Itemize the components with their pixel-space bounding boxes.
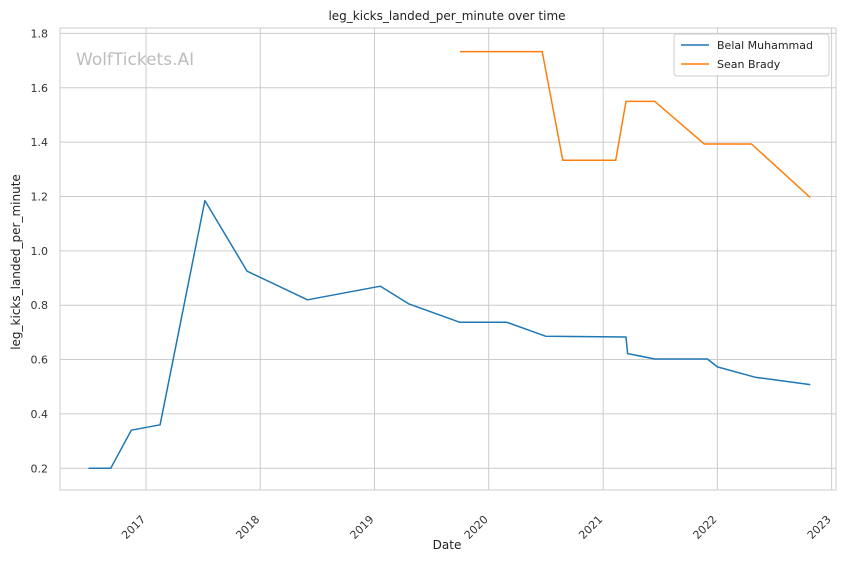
y-axis-title: leg_kicks_landed_per_minute xyxy=(9,174,23,350)
x-tick-label: 2017 xyxy=(119,513,148,542)
y-tick-label: 0.4 xyxy=(31,408,49,421)
y-tick-label: 1.0 xyxy=(31,245,49,258)
plot-frame xyxy=(59,27,837,491)
grid-layer xyxy=(60,28,836,490)
series-line-sean-brady xyxy=(459,50,811,199)
legend-label-belal-muhammad: Belal Muhammad xyxy=(717,39,813,52)
legend-box xyxy=(673,33,830,77)
y-tick-label: 1.6 xyxy=(31,82,49,95)
x-tick-label: 2022 xyxy=(691,513,720,542)
y-tick-label: 1.4 xyxy=(31,136,49,149)
legend: Belal Muhammad Sean Brady xyxy=(673,33,830,77)
x-tick-label: 2023 xyxy=(805,513,834,542)
y-tick-label: 0.2 xyxy=(31,462,49,475)
series-layer xyxy=(88,50,811,470)
tick-layer: 0.2 0.4 0.6 0.8 1.0 1.2 1.4 1.6 1.8 2017 2018 2019 2… xyxy=(31,27,834,541)
y-tick-label: 1.8 xyxy=(31,27,49,40)
watermark: WolfTickets.AI xyxy=(76,50,194,70)
y-tick-label: 0.6 xyxy=(31,354,49,367)
x-tick-label: 2021 xyxy=(576,513,605,542)
y-tick-label: 1.2 xyxy=(31,190,49,203)
x-axis-title: Date xyxy=(433,538,462,552)
y-tick-label: 0.8 xyxy=(31,299,49,312)
legend-label-sean-brady: Sean Brady xyxy=(717,58,781,71)
x-tick-label: 2019 xyxy=(348,513,377,542)
x-tick-label: 2020 xyxy=(462,513,491,542)
series-line-belal-muhammad xyxy=(88,199,811,470)
chart-title: leg_kicks_landed_per_minute over time xyxy=(328,9,565,23)
x-tick-label: 2018 xyxy=(233,513,262,542)
